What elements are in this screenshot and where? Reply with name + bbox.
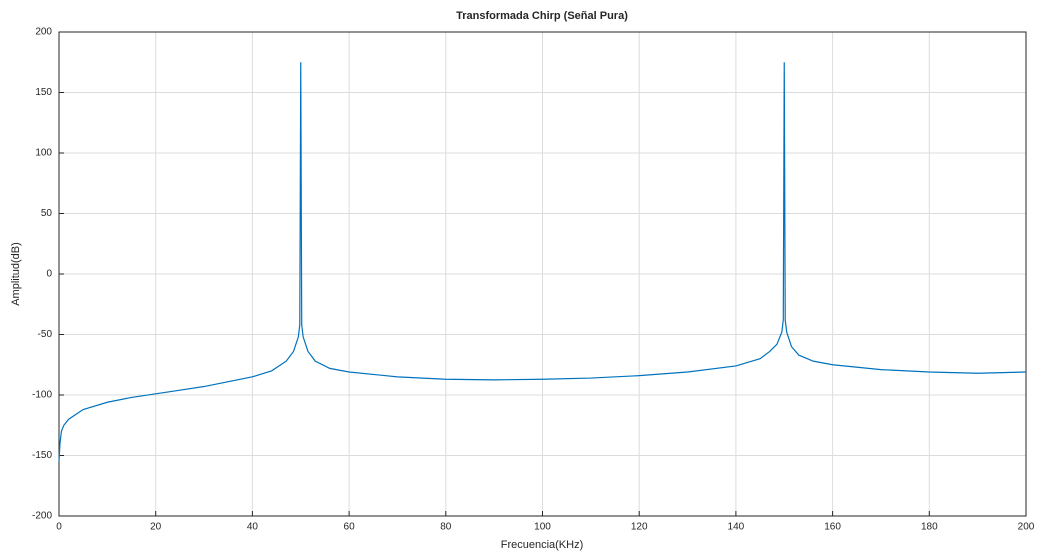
x-tick-label: 60 xyxy=(344,522,356,533)
y-tick-label: 150 xyxy=(35,87,52,98)
x-tick-label: 20 xyxy=(150,522,162,533)
x-tick-label: 80 xyxy=(440,522,452,533)
y-axis-label: Amplitud(dB) xyxy=(10,242,22,306)
x-tick-label: 160 xyxy=(824,522,841,533)
x-tick-label: 120 xyxy=(631,522,648,533)
chart-title: Transformada Chirp (Señal Pura) xyxy=(456,10,628,22)
y-tick-label: 50 xyxy=(41,208,53,219)
y-tick-label: -50 xyxy=(38,329,53,340)
y-tick-label: -150 xyxy=(32,450,52,461)
x-tick-label: 180 xyxy=(921,522,938,533)
y-tick-label: -200 xyxy=(32,511,52,522)
x-tick-label: 200 xyxy=(1018,522,1035,533)
x-tick-label: 40 xyxy=(247,522,259,533)
x-tick-label: 100 xyxy=(534,522,551,533)
x-tick-label: 140 xyxy=(728,522,745,533)
y-tick-label: 200 xyxy=(35,27,52,38)
plot-frame xyxy=(58,31,1027,517)
x-tick-label: 0 xyxy=(56,522,62,533)
y-tick-label: -100 xyxy=(32,390,52,401)
x-axis-label: Frecuencia(KHz) xyxy=(501,539,584,551)
data-line xyxy=(58,62,1027,462)
y-tick-label: 0 xyxy=(46,269,52,280)
y-tick-label: 100 xyxy=(35,148,52,159)
